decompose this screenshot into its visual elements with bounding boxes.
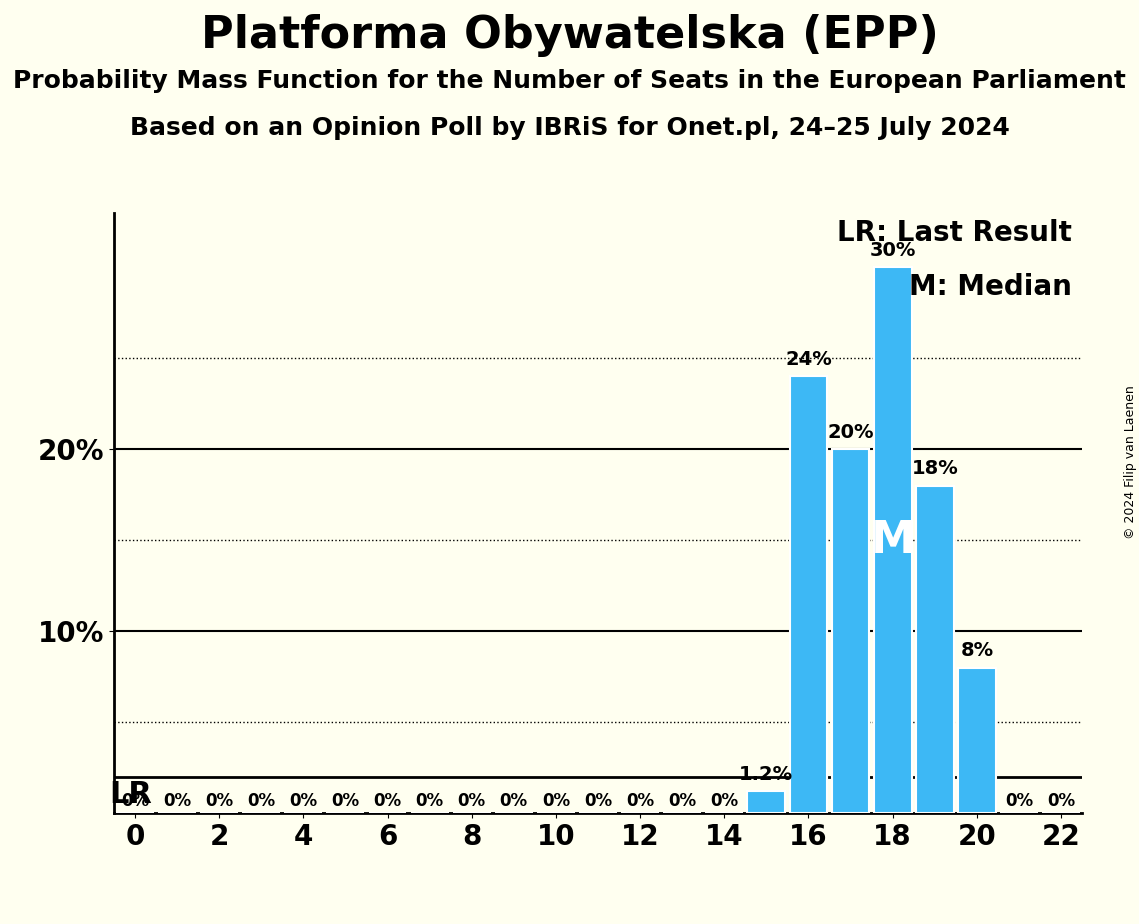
Bar	[747, 791, 785, 813]
Text: LR: Last Result: LR: Last Result	[837, 218, 1073, 247]
Text: 18%: 18%	[911, 459, 958, 479]
Text: 0%: 0%	[626, 793, 654, 810]
Text: M: M	[870, 518, 915, 562]
Text: 20%: 20%	[827, 423, 874, 442]
Text: 0%: 0%	[416, 793, 444, 810]
Text: 0%: 0%	[331, 793, 360, 810]
Text: 30%: 30%	[869, 241, 916, 260]
Text: © 2024 Filip van Laenen: © 2024 Filip van Laenen	[1124, 385, 1137, 539]
Text: 0%: 0%	[1005, 793, 1033, 810]
Text: LR: LR	[109, 781, 153, 809]
Text: 0%: 0%	[584, 793, 612, 810]
Text: 0%: 0%	[247, 793, 276, 810]
Text: 8%: 8%	[960, 641, 993, 661]
Text: 0%: 0%	[669, 793, 696, 810]
Text: Based on an Opinion Poll by IBRiS for Onet.pl, 24–25 July 2024: Based on an Opinion Poll by IBRiS for On…	[130, 116, 1009, 140]
Bar	[916, 485, 953, 813]
Text: 0%: 0%	[542, 793, 570, 810]
Text: 0%: 0%	[121, 793, 149, 810]
Bar	[874, 267, 911, 813]
Text: 0%: 0%	[163, 793, 191, 810]
Text: 24%: 24%	[785, 350, 831, 369]
Text: 0%: 0%	[458, 793, 485, 810]
Text: M: Median: M: Median	[910, 273, 1073, 300]
Text: 1.2%: 1.2%	[739, 765, 794, 784]
Text: 0%: 0%	[711, 793, 738, 810]
Bar	[958, 667, 995, 813]
Text: 0%: 0%	[289, 793, 318, 810]
Text: 0%: 0%	[500, 793, 527, 810]
Text: Platforma Obywatelska (EPP): Platforma Obywatelska (EPP)	[200, 14, 939, 57]
Bar	[831, 449, 869, 813]
Text: 0%: 0%	[205, 793, 233, 810]
Text: Probability Mass Function for the Number of Seats in the European Parliament: Probability Mass Function for the Number…	[13, 69, 1126, 93]
Text: 0%: 0%	[374, 793, 402, 810]
Text: 0%: 0%	[1047, 793, 1075, 810]
Bar	[789, 376, 827, 813]
